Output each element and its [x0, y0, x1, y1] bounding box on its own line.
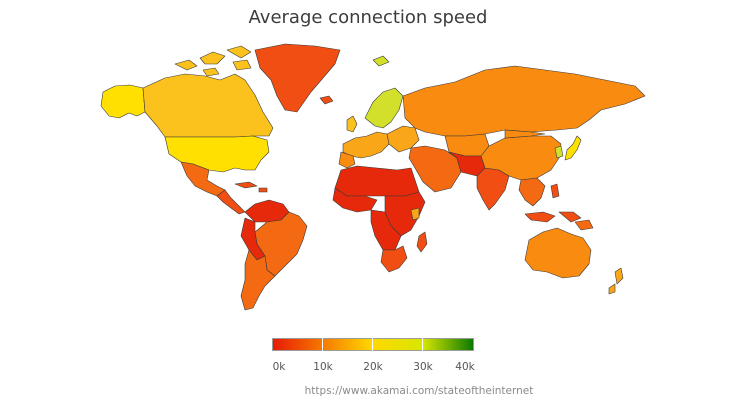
legend-label-30k: 30k — [413, 361, 433, 373]
region-eastern-europe[interactable] — [386, 125, 420, 153]
color-legend — [272, 338, 474, 351]
region-scandinavia[interactable] — [364, 87, 404, 129]
region-india[interactable] — [476, 167, 510, 211]
legend-label-40k: 40k — [455, 361, 475, 373]
region-china[interactable] — [480, 135, 562, 181]
region-png[interactable] — [574, 219, 594, 231]
region-southern-africa[interactable] — [380, 245, 408, 273]
legend-label-10k: 10k — [313, 361, 333, 373]
region-arctic-islands[interactable] — [174, 45, 252, 77]
world-map — [100, 43, 646, 311]
legend-label-0k: 0k — [272, 361, 286, 373]
legend-tick-mark — [422, 338, 423, 351]
region-korea[interactable] — [554, 145, 564, 159]
source-credit-link[interactable]: https://www.akamai.com/stateoftheinterne… — [304, 385, 534, 397]
region-mongolia[interactable] — [504, 129, 546, 139]
region-north-africa[interactable] — [334, 165, 420, 197]
region-russia[interactable] — [402, 65, 646, 137]
region-japan[interactable] — [564, 135, 582, 161]
region-canada[interactable] — [142, 73, 274, 138]
region-madagascar[interactable] — [416, 231, 428, 253]
region-australia[interactable] — [524, 227, 592, 279]
region-caribbean[interactable] — [234, 181, 268, 193]
source-credit: https://www.akamai.com/stateoftheinterne… — [0, 385, 736, 397]
legend-tick-mark — [372, 338, 373, 351]
region-alaska[interactable] — [100, 84, 146, 119]
region-middle-east[interactable] — [408, 145, 462, 193]
region-iberia[interactable] — [338, 151, 356, 169]
region-iceland[interactable] — [319, 95, 334, 105]
legend-tick-mark — [322, 338, 323, 351]
region-southern-cone[interactable] — [240, 249, 276, 311]
region-kenya[interactable] — [410, 207, 420, 221]
chart-title: Average connection speed — [248, 7, 488, 28]
region-greenland[interactable] — [254, 43, 341, 113]
region-southeast-asia[interactable] — [518, 177, 546, 207]
region-western-europe[interactable] — [342, 131, 390, 159]
region-new-zealand[interactable] — [608, 267, 624, 295]
region-uk[interactable] — [346, 115, 358, 133]
legend-gradient-bar — [272, 338, 474, 351]
region-usa[interactable] — [164, 135, 270, 173]
legend-label-20k: 20k — [363, 361, 383, 373]
region-maritime-asia[interactable] — [524, 183, 582, 223]
region-central-america[interactable] — [216, 189, 246, 215]
region-svalbard[interactable] — [372, 55, 390, 67]
